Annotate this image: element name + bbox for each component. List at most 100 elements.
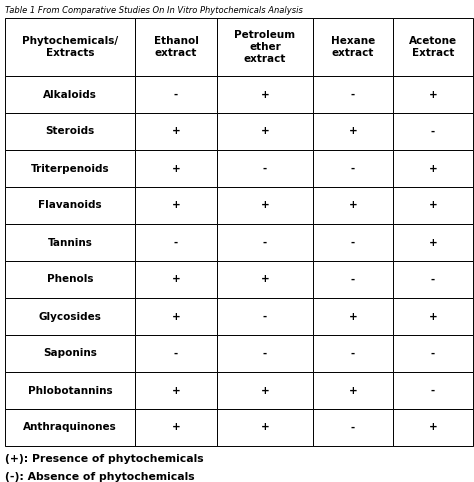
Bar: [393, 113, 473, 150]
Bar: [135, 113, 217, 150]
Bar: [135, 224, 217, 261]
Bar: [135, 335, 217, 372]
Bar: [5, 335, 135, 372]
Bar: [393, 409, 473, 446]
Bar: [313, 298, 393, 335]
Bar: [217, 372, 313, 409]
Text: +: +: [261, 275, 269, 284]
Text: +: +: [428, 238, 438, 247]
Bar: [393, 18, 473, 76]
Text: Triterpenoids: Triterpenoids: [31, 163, 109, 174]
Text: -: -: [263, 238, 267, 247]
Bar: [313, 113, 393, 150]
Bar: [313, 187, 393, 224]
Bar: [313, 409, 393, 446]
Bar: [5, 261, 135, 298]
Bar: [313, 150, 393, 187]
Text: -: -: [431, 348, 435, 359]
Text: +: +: [172, 201, 181, 211]
Text: -: -: [351, 348, 355, 359]
Text: Table 1 From Comparative Studies On In Vitro Phytochemicals Analysis: Table 1 From Comparative Studies On In V…: [5, 6, 303, 15]
Bar: [313, 76, 393, 113]
Bar: [393, 298, 473, 335]
Bar: [135, 18, 217, 76]
Text: -: -: [351, 275, 355, 284]
Bar: [5, 150, 135, 187]
Text: +: +: [172, 386, 181, 396]
Text: +: +: [428, 311, 438, 321]
Bar: [217, 224, 313, 261]
Bar: [313, 372, 393, 409]
Text: -: -: [351, 163, 355, 174]
Text: +: +: [172, 163, 181, 174]
Text: +: +: [172, 275, 181, 284]
Bar: [217, 150, 313, 187]
Bar: [393, 76, 473, 113]
Text: -: -: [431, 275, 435, 284]
Bar: [135, 187, 217, 224]
Text: Phenols: Phenols: [47, 275, 93, 284]
Text: +: +: [261, 90, 269, 99]
Bar: [393, 187, 473, 224]
Text: -: -: [263, 311, 267, 321]
Bar: [5, 298, 135, 335]
Bar: [217, 113, 313, 150]
Bar: [217, 261, 313, 298]
Text: +: +: [428, 201, 438, 211]
Text: Alkaloids: Alkaloids: [43, 90, 97, 99]
Bar: [217, 298, 313, 335]
Text: -: -: [431, 386, 435, 396]
Text: Hexane
extract: Hexane extract: [331, 36, 375, 58]
Bar: [313, 224, 393, 261]
Text: Ethanol
extract: Ethanol extract: [154, 36, 199, 58]
Text: +: +: [261, 201, 269, 211]
Text: +: +: [348, 386, 357, 396]
Bar: [217, 409, 313, 446]
Text: +: +: [348, 201, 357, 211]
Text: -: -: [351, 423, 355, 432]
Text: +: +: [348, 311, 357, 321]
Text: +: +: [261, 423, 269, 432]
Bar: [313, 261, 393, 298]
Bar: [5, 409, 135, 446]
Text: -: -: [431, 126, 435, 136]
Text: +: +: [428, 163, 438, 174]
Text: -: -: [263, 348, 267, 359]
Bar: [313, 18, 393, 76]
Text: +: +: [428, 423, 438, 432]
Bar: [393, 261, 473, 298]
Bar: [217, 18, 313, 76]
Text: (+): Presence of phytochemicals: (+): Presence of phytochemicals: [5, 454, 204, 464]
Bar: [217, 187, 313, 224]
Text: Steroids: Steroids: [46, 126, 95, 136]
Text: Acetone
Extract: Acetone Extract: [409, 36, 457, 58]
Bar: [135, 261, 217, 298]
Text: -: -: [174, 238, 178, 247]
Text: +: +: [172, 423, 181, 432]
Text: -: -: [351, 90, 355, 99]
Bar: [5, 372, 135, 409]
Text: +: +: [428, 90, 438, 99]
Bar: [217, 76, 313, 113]
Bar: [313, 335, 393, 372]
Text: +: +: [261, 126, 269, 136]
Bar: [393, 372, 473, 409]
Text: Flavanoids: Flavanoids: [38, 201, 102, 211]
Bar: [5, 187, 135, 224]
Text: Glycosides: Glycosides: [38, 311, 101, 321]
Text: +: +: [172, 126, 181, 136]
Bar: [217, 335, 313, 372]
Text: Anthraquinones: Anthraquinones: [23, 423, 117, 432]
Text: Saponins: Saponins: [43, 348, 97, 359]
Text: Tannins: Tannins: [47, 238, 92, 247]
Bar: [135, 409, 217, 446]
Bar: [393, 335, 473, 372]
Text: +: +: [261, 386, 269, 396]
Bar: [393, 224, 473, 261]
Text: Phlobotannins: Phlobotannins: [27, 386, 112, 396]
Text: +: +: [172, 311, 181, 321]
Text: -: -: [351, 238, 355, 247]
Text: Petroleum
ether
extract: Petroleum ether extract: [235, 30, 296, 64]
Text: +: +: [348, 126, 357, 136]
Text: -: -: [174, 90, 178, 99]
